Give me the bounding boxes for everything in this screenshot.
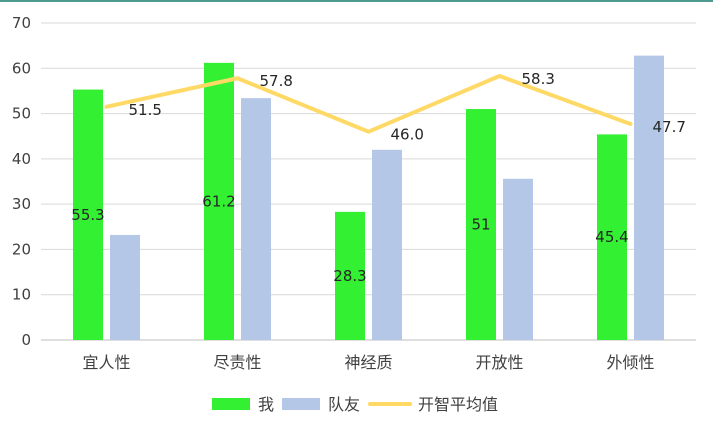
y-tick-label: 70 (12, 14, 31, 32)
y-tick-label: 50 (12, 105, 31, 123)
category-label: 神经质 (344, 353, 392, 372)
legend-label: 队友 (328, 395, 360, 414)
bar-me-label: 45.4 (595, 228, 628, 246)
bar-teammate-3 (372, 149, 402, 340)
category-label: 开放性 (475, 353, 523, 372)
y-tick-label: 30 (12, 195, 31, 213)
y-tick-label: 40 (12, 150, 31, 168)
average-label: 51.5 (129, 101, 162, 119)
average-label: 46.0 (391, 126, 424, 144)
average-line-path (104, 73, 633, 134)
bar-teammate-1 (110, 234, 140, 340)
y-tick-label: 10 (12, 286, 31, 304)
legend[interactable]: 我 队友 开智平均值 (212, 395, 498, 414)
category-label: 外倾性 (606, 353, 654, 372)
y-axis: 0 10 20 30 40 50 60 70 (12, 14, 31, 349)
legend-item[interactable]: 队友 (282, 395, 360, 414)
y-tick-label: 0 (21, 331, 31, 349)
legend-swatch (212, 398, 250, 410)
legend-swatch (282, 398, 320, 410)
legend-item[interactable]: 开智平均值 (368, 395, 498, 414)
bar-me-4 (466, 109, 496, 341)
average-label: 57.8 (260, 72, 293, 90)
bar-me-1 (73, 89, 103, 340)
average-line (104, 73, 633, 134)
y-tick-label: 20 (12, 240, 31, 258)
data-labels: 55.3 61.2 28.3 51 45.4 51.5 57.8 46.0 58.3 47.7 (71, 70, 686, 285)
bar-me-label: 61.2 (202, 192, 235, 210)
bar-me-label: 55.3 (71, 206, 104, 224)
legend-label: 我 (258, 395, 274, 414)
bar-me-5 (597, 134, 627, 340)
bar-me-label: 51 (471, 216, 490, 234)
y-tick-label: 60 (12, 59, 31, 77)
bars (73, 55, 664, 341)
category-label: 宜人性 (82, 353, 130, 372)
x-axis: 宜人性 尽责性 神经质 开放性 外倾性 (82, 353, 654, 372)
bar-teammate-2 (241, 98, 271, 340)
bar-teammate-5 (634, 55, 664, 340)
bar-me-2 (204, 62, 234, 340)
average-label: 58.3 (522, 70, 555, 88)
bar-teammate-4 (503, 178, 533, 340)
bar-me-label: 28.3 (333, 267, 366, 285)
average-label: 47.7 (653, 118, 686, 136)
legend-item[interactable]: 我 (212, 395, 274, 414)
legend-label: 开智平均值 (418, 395, 498, 414)
category-label: 尽责性 (213, 353, 261, 372)
top-border (0, 0, 713, 2)
bar-me-3 (335, 211, 365, 340)
gridlines (41, 22, 696, 341)
